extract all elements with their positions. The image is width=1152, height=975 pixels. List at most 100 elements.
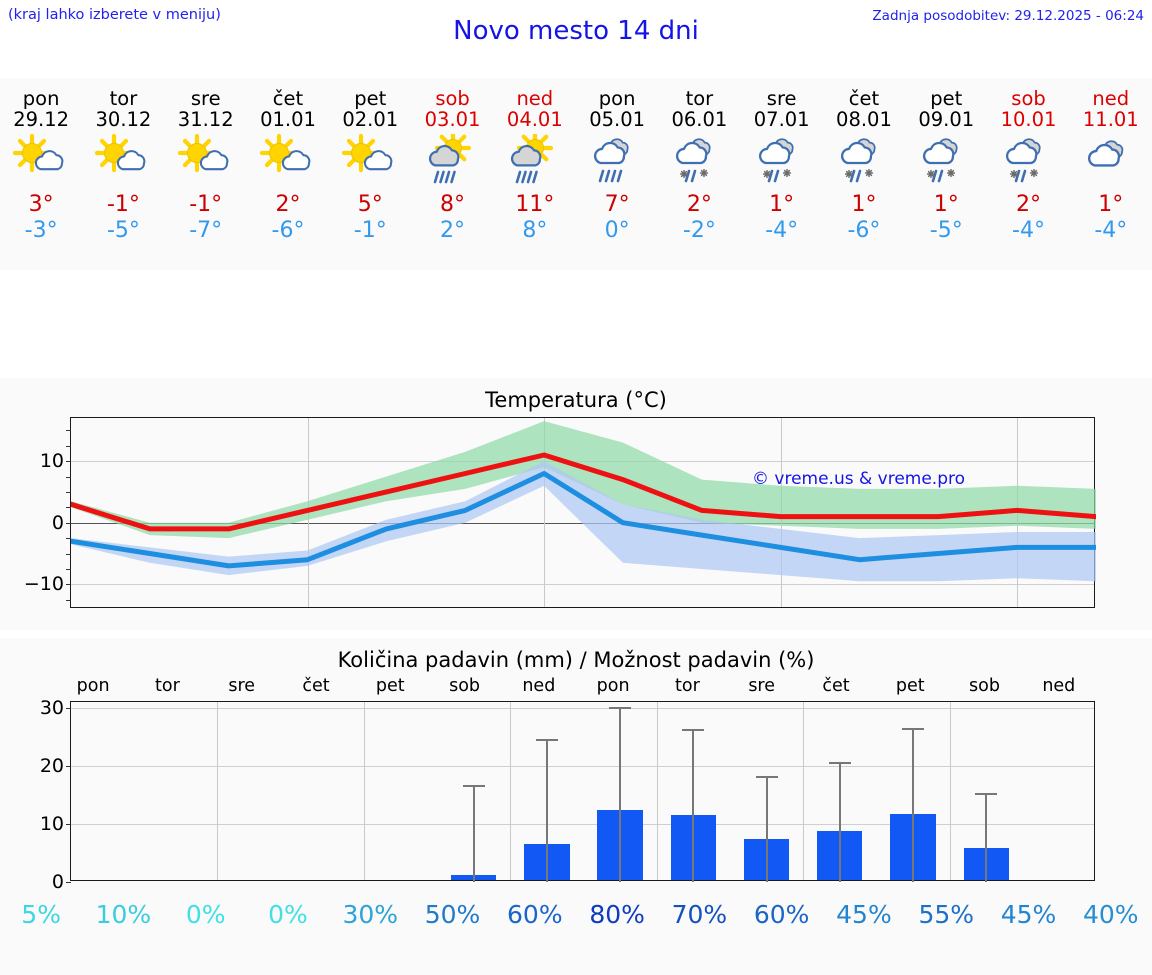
day-name: sob	[1011, 87, 1046, 110]
day-temp-max: -1°	[189, 192, 223, 217]
day-name: čet	[272, 87, 304, 110]
day-date: 10.01	[1000, 108, 1057, 131]
day-temp-max: 1°	[851, 192, 877, 217]
sun-cloud-icon	[257, 134, 319, 186]
precipitation-probability-label: 45%	[1000, 900, 1057, 929]
day-date: 29.12	[13, 108, 70, 131]
precipitation-error-cap	[609, 706, 632, 709]
precipitation-ytick-mark	[66, 823, 71, 825]
cloud-icon	[1080, 134, 1142, 186]
sun-cloud-icon	[175, 134, 237, 186]
day-name: tor	[685, 87, 714, 110]
day-name: sob	[435, 87, 470, 110]
sun-cloud-icon	[92, 134, 154, 186]
precipitation-day-label: sre	[228, 676, 256, 696]
temperature-ytick-mark	[66, 584, 71, 586]
precipitation-ytick-label: 20	[39, 754, 64, 777]
precipitation-chart-title: Količina padavin (mm) / Možnost padavin …	[337, 648, 815, 672]
last-update-text: Zadnja posodobitev: 29.12.2025 - 06:24	[872, 8, 1144, 24]
precipitation-day-label: pet	[375, 676, 405, 696]
temperature-ytick-mark	[66, 461, 71, 463]
page-header: (kraj lahko izberete v meniju) Novo mest…	[0, 0, 1152, 58]
forecast-day-column: čet 08.01 1° -6°	[823, 78, 905, 270]
sun-cloud-rain-icon	[504, 134, 566, 186]
day-temp-max: 8°	[440, 192, 466, 217]
day-temp-max: -1°	[106, 192, 140, 217]
temperature-ytick-label: 0	[51, 511, 64, 534]
sun-cloud-icon	[339, 134, 401, 186]
day-name: pet	[930, 87, 963, 110]
precipitation-probability-row: 5% 10% 0% 0% 30% 50% 60% 80% 70% 60% 45% 55% 45% 40%	[0, 900, 1152, 940]
temperature-ytick-mark	[66, 522, 71, 524]
precipitation-probability-label: 5%	[21, 900, 61, 929]
sun-cloud-icon	[10, 134, 72, 186]
forecast-day-column: pon 29.12 3° -3°	[0, 78, 82, 270]
day-date: 02.01	[342, 108, 399, 131]
day-temp-min: -6°	[847, 218, 881, 243]
day-temp-min: -4°	[1094, 218, 1128, 243]
precipitation-probability-label: 30%	[342, 900, 399, 929]
forecast-day-column: ned 04.01 11° 8°	[494, 78, 576, 270]
temperature-series-svg	[71, 421, 1096, 582]
forecast-day-column: sob 03.01 8° 2°	[411, 78, 493, 270]
precipitation-vertical-gridline	[949, 702, 951, 880]
day-temp-max: 2°	[686, 192, 712, 217]
day-name: čet	[848, 87, 880, 110]
day-name: sre	[190, 87, 221, 110]
precipitation-probability-label: 80%	[589, 900, 645, 929]
day-temp-min: -4°	[1012, 218, 1045, 243]
forecast-day-column: sre 07.01 1° -4°	[741, 78, 823, 270]
precipitation-error-bar	[545, 738, 548, 882]
precipitation-day-label: tor	[675, 676, 700, 696]
day-temp-min: -6°	[271, 218, 305, 243]
day-temp-max: 2°	[275, 192, 301, 217]
day-name: tor	[109, 87, 138, 110]
precipitation-probability-label: 10%	[95, 900, 152, 929]
day-temp-min: -5°	[929, 218, 963, 243]
cloud-sleet-icon	[998, 134, 1060, 186]
day-name: sre	[766, 87, 797, 110]
day-date: 11.01	[1082, 108, 1139, 131]
day-date: 30.12	[95, 108, 152, 131]
precipitation-error-bar	[912, 728, 914, 882]
day-name: pon	[22, 87, 60, 110]
day-temp-min: 0°	[604, 218, 630, 243]
day-date: 03.01	[424, 108, 481, 131]
precipitation-gridline	[71, 823, 1094, 825]
precipitation-error-bar	[765, 775, 768, 882]
day-temp-max: 2°	[1016, 192, 1042, 217]
cloud-sleet-icon	[668, 134, 730, 186]
precipitation-ytick-label: 0	[51, 871, 64, 893]
day-date: 31.12	[177, 108, 234, 131]
precipitation-error-cap	[462, 784, 485, 787]
cloud-rain-icon	[586, 134, 648, 186]
forecast-day-column: sre 31.12 -1° -7°	[165, 78, 247, 270]
precipitation-error-cap	[828, 761, 851, 764]
precipitation-error-bar	[985, 793, 988, 882]
precipitation-day-label: pon	[76, 676, 110, 696]
precipitation-vertical-gridline	[656, 702, 658, 880]
temperature-ytick-label: −10	[23, 573, 64, 596]
day-temp-min: -5°	[106, 218, 140, 243]
day-temp-max: 1°	[933, 192, 959, 217]
day-temp-min: -4°	[765, 218, 799, 243]
precipitation-ytick-label: 30	[39, 696, 64, 719]
page-title: Novo mesto 14 dni	[453, 16, 699, 46]
precipitation-day-label: pet	[895, 676, 925, 696]
temperature-minor-tick	[66, 491, 71, 493]
sun-cloud-rain-icon	[422, 134, 484, 186]
day-temp-max: 5°	[357, 192, 383, 217]
precipitation-error-cap	[755, 775, 778, 778]
precipitation-day-label: tor	[155, 676, 180, 696]
cloud-sleet-icon	[751, 134, 813, 186]
precipitation-vertical-gridline	[217, 702, 219, 880]
precipitation-error-cap	[975, 793, 998, 796]
temperature-plot-area: 10 0 −10	[24, 417, 1096, 608]
day-name: pon	[598, 87, 636, 110]
temperature-minor-tick	[66, 507, 71, 509]
temperature-minor-tick	[66, 445, 71, 447]
day-date: 04.01	[506, 108, 563, 131]
day-date: 08.01	[836, 108, 892, 131]
temperature-minor-tick	[66, 476, 71, 478]
day-temp-min: 2°	[440, 218, 466, 243]
